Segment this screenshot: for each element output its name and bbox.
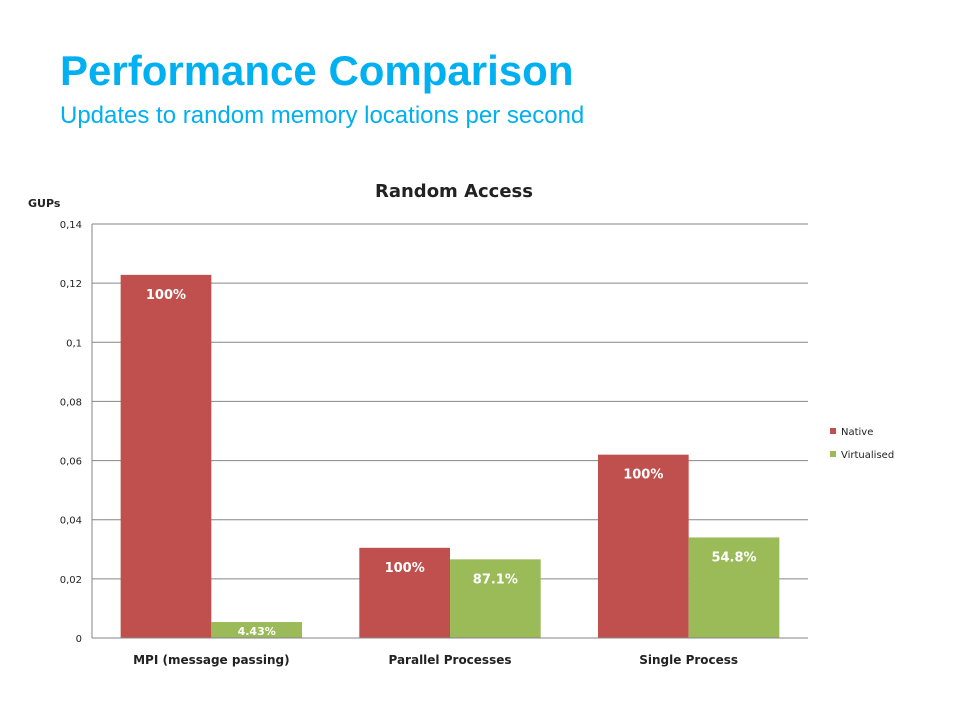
chart-title: Random Access (375, 181, 533, 202)
bar (211, 622, 303, 638)
y-tick-label: 0,06 (60, 457, 82, 468)
data-label: 4.43% (238, 625, 276, 638)
data-label: 54.8% (711, 550, 756, 565)
axes: 0 0,02 0,04 0,06 0,08 0,1 0,12 0,14 MPI (message… (60, 220, 808, 667)
bar (359, 547, 450, 638)
legend-label: Native (841, 427, 873, 438)
x-category-label: Single Process (639, 653, 738, 667)
y-tick-label: 0 (76, 634, 82, 645)
y-tick-label: 0,1 (66, 338, 82, 349)
legend: Native Virtualised (830, 427, 894, 461)
bar (688, 537, 780, 638)
data-label: 100% (623, 468, 663, 483)
data-label: 100% (385, 561, 425, 576)
data-label: 100% (146, 288, 186, 303)
legend-swatch (830, 451, 836, 457)
y-tick-label: 0,12 (60, 279, 82, 290)
y-tick-label: 0,02 (60, 575, 82, 586)
bar (450, 559, 541, 638)
x-category-label: MPI (message passing) (133, 653, 290, 667)
y-tick-label: 0,14 (60, 220, 82, 231)
x-category-label: Parallel Processes (388, 653, 511, 667)
y-tick-label: 0,08 (60, 397, 82, 408)
data-label: 87.1% (473, 572, 518, 587)
y-tick-label: 0,04 (60, 516, 82, 527)
bars: 100% 4.43% 100% 87.1% 100% 54.8% (120, 274, 780, 638)
legend-label: Virtualised (841, 450, 894, 461)
slide-title: Performance Comparison (60, 47, 574, 94)
slide-subtitle: Updates to random memory locations per s… (60, 102, 585, 129)
legend-swatch (830, 428, 836, 434)
y-axis-title: GUPs (28, 197, 61, 210)
bar (120, 274, 212, 638)
bar (597, 454, 689, 638)
